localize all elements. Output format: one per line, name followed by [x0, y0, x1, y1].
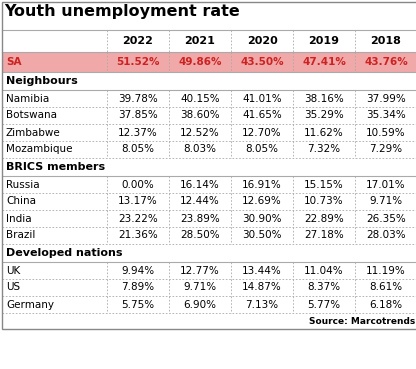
Text: 5.77%: 5.77%	[307, 300, 341, 310]
Text: 47.41%: 47.41%	[302, 57, 346, 67]
Text: 12.37%: 12.37%	[118, 128, 158, 138]
Bar	[2, 2, 416, 329]
Text: 30.90%: 30.90%	[242, 214, 282, 224]
Text: 43.76%: 43.76%	[364, 57, 408, 67]
Bar	[2, 210, 416, 227]
Text: 11.04%: 11.04%	[304, 266, 344, 276]
Bar	[2, 52, 416, 72]
Text: Botswana: Botswana	[6, 110, 57, 121]
Text: 9.71%: 9.71%	[369, 197, 403, 207]
Text: 38.16%: 38.16%	[304, 93, 344, 103]
Text: 13.44%: 13.44%	[242, 266, 282, 276]
Bar	[2, 176, 416, 193]
Text: 23.89%: 23.89%	[180, 214, 220, 224]
Text: 2019: 2019	[309, 36, 339, 46]
Text: 11.62%: 11.62%	[304, 128, 344, 138]
Text: SA: SA	[6, 57, 22, 67]
Text: 21.36%: 21.36%	[118, 231, 158, 241]
Text: 16.91%: 16.91%	[242, 179, 282, 190]
Text: Developed nations: Developed nations	[6, 248, 122, 258]
Text: Neighbours: Neighbours	[6, 76, 78, 86]
Bar	[2, 72, 416, 90]
Text: 37.85%: 37.85%	[118, 110, 158, 121]
Text: Namibia: Namibia	[6, 93, 49, 103]
Text: 2018: 2018	[371, 36, 401, 46]
Text: India: India	[6, 214, 32, 224]
Text: BRICS members: BRICS members	[6, 162, 105, 172]
Text: 11.19%: 11.19%	[366, 266, 406, 276]
Text: 35.34%: 35.34%	[366, 110, 406, 121]
Text: 12.70%: 12.70%	[242, 128, 282, 138]
Text: 17.01%: 17.01%	[366, 179, 406, 190]
Text: 13.17%: 13.17%	[118, 197, 158, 207]
Text: China: China	[6, 197, 36, 207]
Text: 9.94%: 9.94%	[121, 266, 155, 276]
Text: 0.00%: 0.00%	[121, 179, 154, 190]
Text: 7.13%: 7.13%	[245, 300, 279, 310]
Text: 12.77%: 12.77%	[180, 266, 220, 276]
Text: 38.60%: 38.60%	[180, 110, 220, 121]
Text: 14.87%: 14.87%	[242, 283, 282, 293]
Text: 10.59%: 10.59%	[366, 128, 406, 138]
Text: 12.44%: 12.44%	[180, 197, 220, 207]
Bar	[2, 279, 416, 296]
Text: 5.75%: 5.75%	[121, 300, 155, 310]
Text: Russia: Russia	[6, 179, 40, 190]
Bar	[2, 296, 416, 313]
Text: 7.29%: 7.29%	[369, 145, 403, 155]
Text: 28.50%: 28.50%	[180, 231, 220, 241]
Text: 37.99%: 37.99%	[366, 93, 406, 103]
Text: 8.37%: 8.37%	[307, 283, 341, 293]
Bar	[2, 262, 416, 279]
Text: 8.61%: 8.61%	[369, 283, 403, 293]
Text: 8.05%: 8.05%	[121, 145, 154, 155]
Text: 9.71%: 9.71%	[183, 283, 217, 293]
Text: UK: UK	[6, 266, 20, 276]
Text: 27.18%: 27.18%	[304, 231, 344, 241]
Text: 41.65%: 41.65%	[242, 110, 282, 121]
Text: 10.73%: 10.73%	[304, 197, 344, 207]
Text: 22.89%: 22.89%	[304, 214, 344, 224]
Text: 16.14%: 16.14%	[180, 179, 220, 190]
Text: 43.50%: 43.50%	[240, 57, 284, 67]
Text: 51.52%: 51.52%	[116, 57, 160, 67]
Text: 2022: 2022	[123, 36, 154, 46]
Text: 39.78%: 39.78%	[118, 93, 158, 103]
Text: 7.32%: 7.32%	[307, 145, 341, 155]
Text: Mozambique: Mozambique	[6, 145, 72, 155]
Bar	[2, 107, 416, 124]
Text: Germany: Germany	[6, 300, 54, 310]
Text: 28.03%: 28.03%	[366, 231, 406, 241]
Text: 41.01%: 41.01%	[242, 93, 282, 103]
Bar	[2, 227, 416, 244]
Text: 15.15%: 15.15%	[304, 179, 344, 190]
Text: Source: Marcotrends: Source: Marcotrends	[309, 317, 415, 325]
Text: 26.35%: 26.35%	[366, 214, 406, 224]
Text: US: US	[6, 283, 20, 293]
Text: 30.50%: 30.50%	[242, 231, 282, 241]
Text: 6.90%: 6.90%	[183, 300, 216, 310]
Text: 35.29%: 35.29%	[304, 110, 344, 121]
Bar	[2, 90, 416, 107]
Bar	[2, 141, 416, 158]
Text: 2021: 2021	[185, 36, 215, 46]
Bar	[2, 124, 416, 141]
Text: Brazil: Brazil	[6, 231, 35, 241]
Text: 7.89%: 7.89%	[121, 283, 155, 293]
Text: 40.15%: 40.15%	[180, 93, 220, 103]
Text: Youth unemployment rate: Youth unemployment rate	[4, 4, 240, 19]
Bar	[2, 158, 416, 176]
Text: 49.86%: 49.86%	[178, 57, 222, 67]
Text: Zimbabwe: Zimbabwe	[6, 128, 61, 138]
Text: 23.22%: 23.22%	[118, 214, 158, 224]
Text: 8.03%: 8.03%	[183, 145, 216, 155]
Bar	[2, 193, 416, 210]
Text: 12.52%: 12.52%	[180, 128, 220, 138]
Bar	[2, 244, 416, 262]
Text: 6.18%: 6.18%	[369, 300, 403, 310]
Text: 8.05%: 8.05%	[245, 145, 278, 155]
Text: 2020: 2020	[247, 36, 277, 46]
Text: 12.69%: 12.69%	[242, 197, 282, 207]
